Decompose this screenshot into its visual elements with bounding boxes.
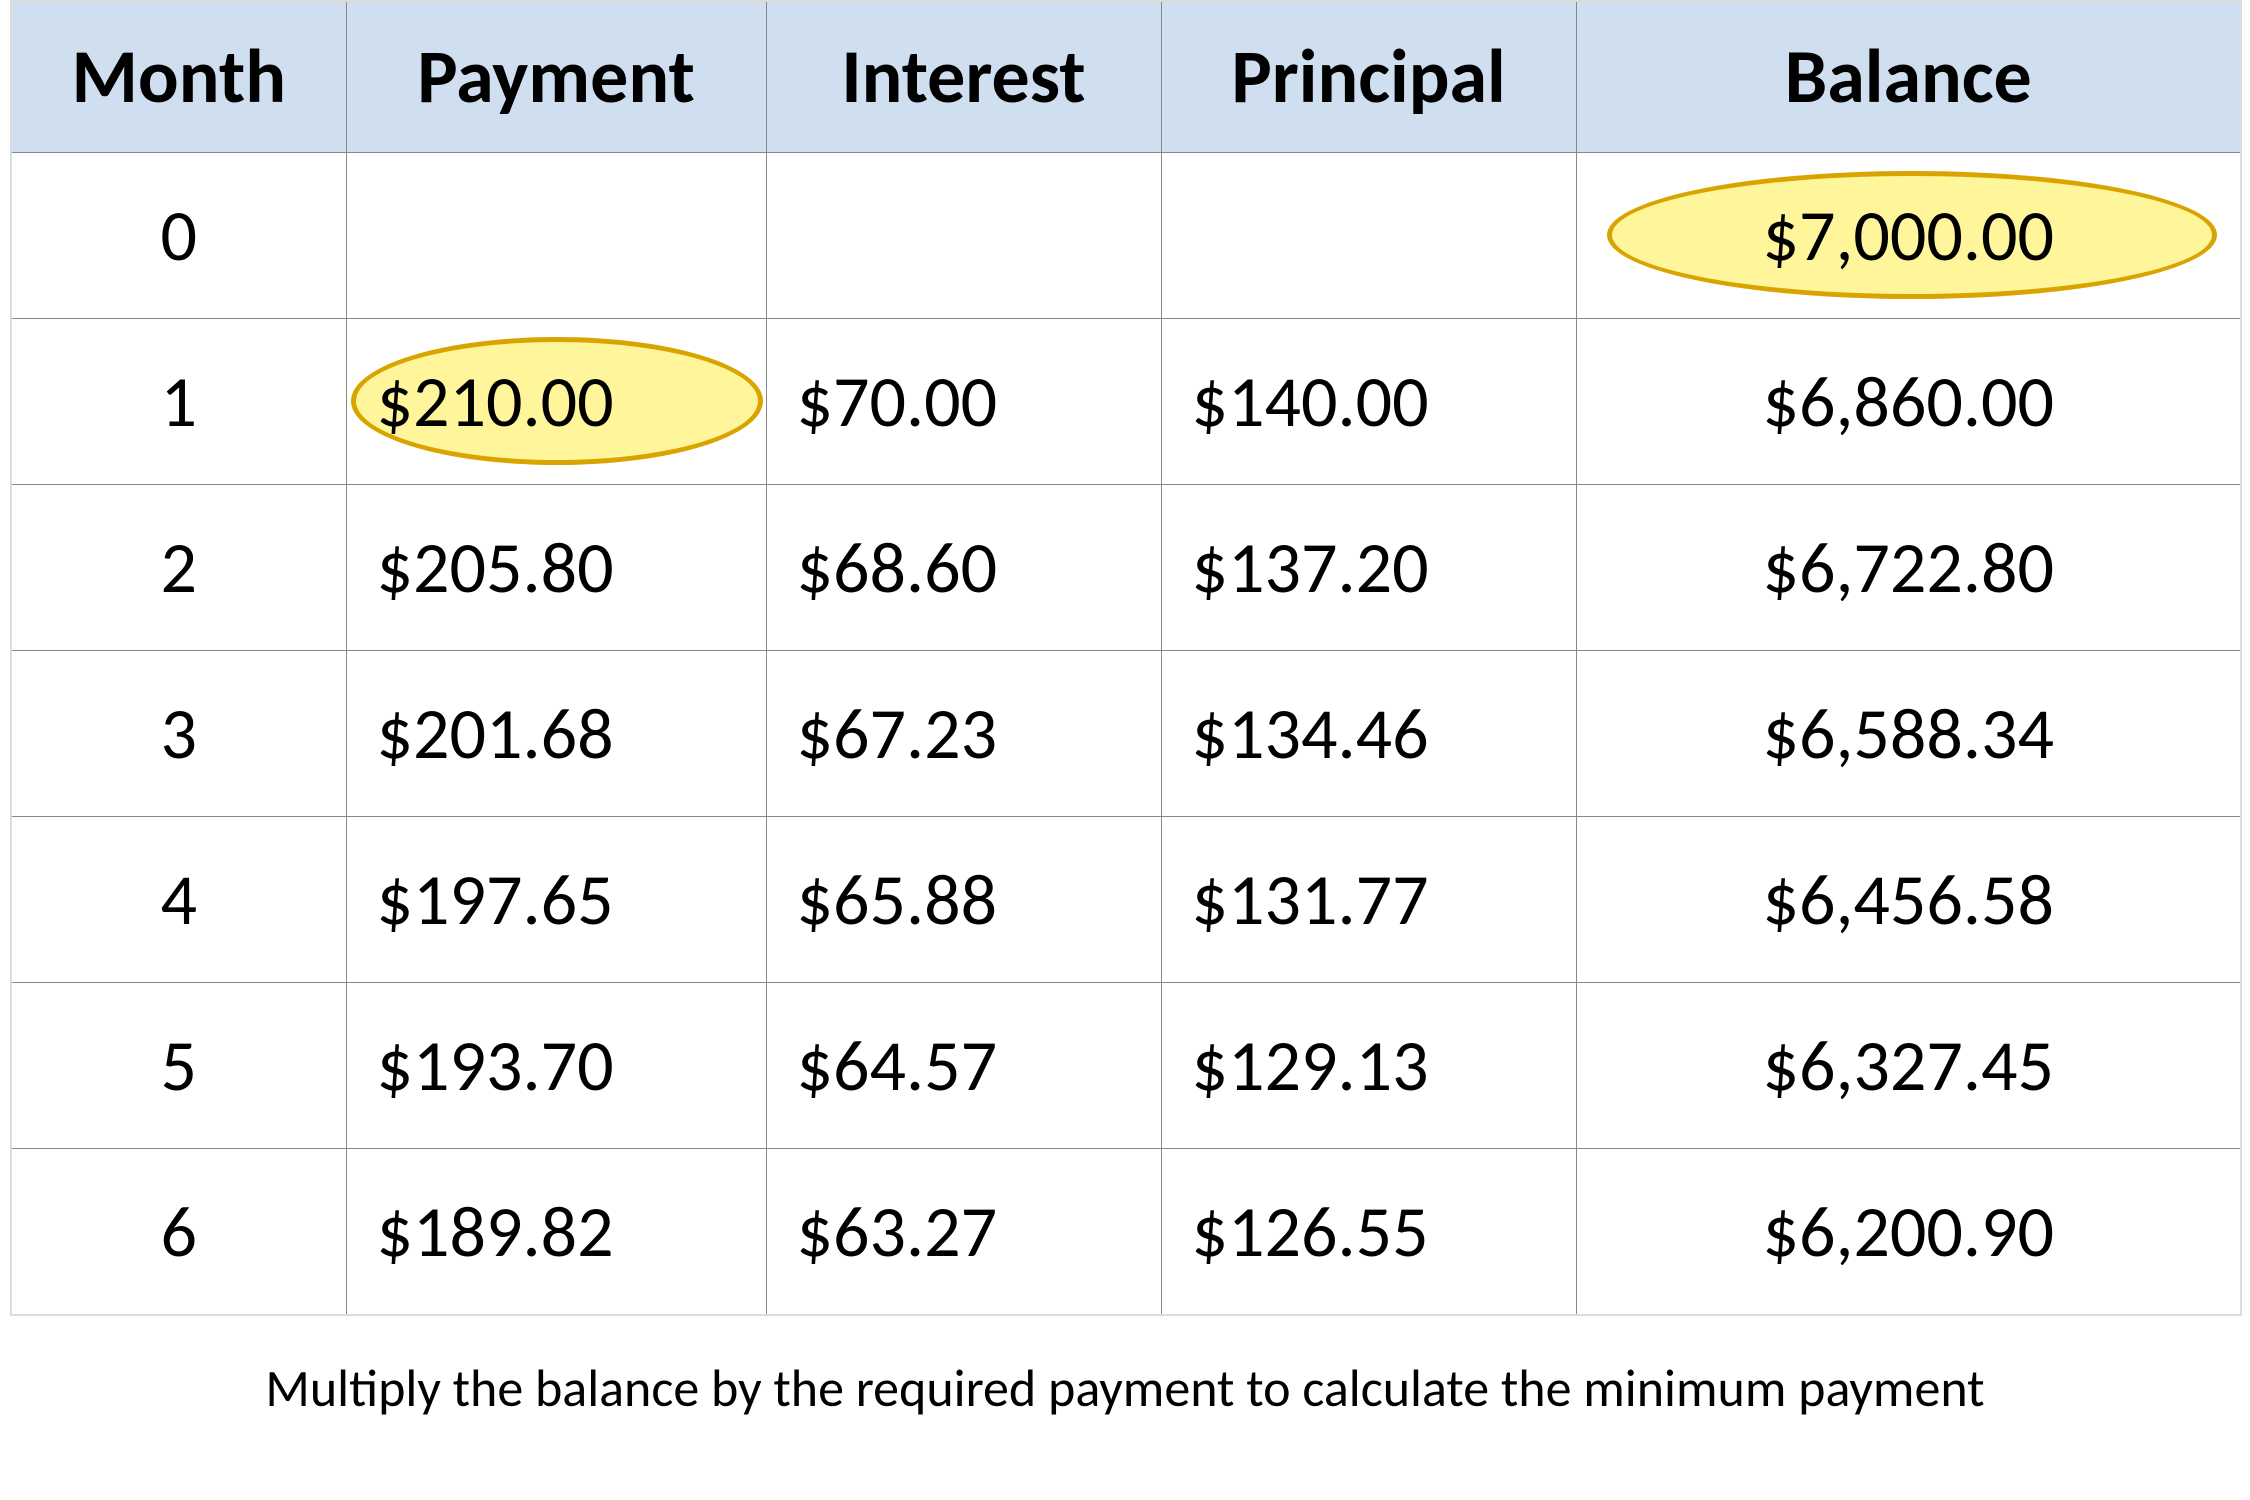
cell-month: 5 [11,983,346,1149]
cell-value: $6,456.58 [1577,864,2241,936]
cell-month: 4 [11,817,346,983]
cell-payment: $197.65 [346,817,766,983]
table-row: 1$210.00$70.00$140.00$6,860.00 [11,319,2241,485]
cell-value: $193.70 [347,1030,766,1102]
cell-principal: $140.00 [1161,319,1576,485]
table-row: 0 $7,000.00 [11,153,2241,319]
cell-payment: $201.68 [346,651,766,817]
cell-value: $68.60 [767,532,1161,604]
col-header-label: Principal [1162,39,1576,115]
cell-value: $67.23 [767,698,1161,770]
cell-value: 6 [12,1196,346,1268]
col-header-label: Balance [1577,39,2241,115]
col-header-label: Interest [767,39,1161,115]
cell-value: $201.68 [347,698,766,770]
cell-interest [766,153,1161,319]
table-header-row: Month Payment Interest Principal Balance [11,1,2241,153]
cell-month: 0 [11,153,346,319]
cell-balance: $6,860.00 [1576,319,2241,485]
col-header-payment: Payment [346,1,766,153]
cell-payment: $189.82 [346,1149,766,1316]
cell-month: 6 [11,1149,346,1316]
cell-payment: $205.80 [346,485,766,651]
table-row: 4$197.65$65.88$131.77$6,456.58 [11,817,2241,983]
table-row: 3$201.68$67.23$134.46$6,588.34 [11,651,2241,817]
cell-value: $64.57 [767,1030,1161,1102]
cell-value: $210.00 [347,366,766,438]
cell-principal: $131.77 [1161,817,1576,983]
cell-value: $63.27 [767,1196,1161,1268]
cell-value: $70.00 [767,366,1161,438]
cell-value: $189.82 [347,1196,766,1268]
cell-value: $205.80 [347,532,766,604]
cell-value: $65.88 [767,864,1161,936]
cell-value: $7,000.00 [1577,200,2241,272]
cell-interest: $64.57 [766,983,1161,1149]
table-row: 5$193.70$64.57$129.13$6,327.45 [11,983,2241,1149]
cell-balance: $6,200.90 [1576,1149,2241,1316]
amortization-table: Month Payment Interest Principal Balance… [10,0,2242,1316]
cell-principal [1161,153,1576,319]
cell-value: $134.46 [1162,698,1576,770]
cell-value: $6,200.90 [1577,1196,2241,1268]
cell-value: $131.77 [1162,864,1576,936]
cell-value: $6,722.80 [1577,532,2241,604]
cell-balance: $6,722.80 [1576,485,2241,651]
cell-payment: $210.00 [346,319,766,485]
col-header-interest: Interest [766,1,1161,153]
cell-value: 0 [12,200,346,272]
cell-principal: $129.13 [1161,983,1576,1149]
cell-balance: $6,327.45 [1576,983,2241,1149]
cell-value: 2 [12,532,346,604]
cell-value: $137.20 [1162,532,1576,604]
cell-interest: $63.27 [766,1149,1161,1316]
col-header-label: Month [12,39,346,115]
cell-value: $126.55 [1162,1196,1576,1268]
table-caption: Multiply the balance by the required pay… [10,1356,2240,1420]
cell-value: 5 [12,1030,346,1102]
col-header-principal: Principal [1161,1,1576,153]
cell-interest: $65.88 [766,817,1161,983]
cell-value: 1 [12,366,346,438]
cell-value: $6,327.45 [1577,1030,2241,1102]
cell-month: 3 [11,651,346,817]
cell-month: 1 [11,319,346,485]
col-header-month: Month [11,1,346,153]
cell-balance: $6,456.58 [1576,817,2241,983]
cell-month: 2 [11,485,346,651]
cell-payment: $193.70 [346,983,766,1149]
cell-interest: $68.60 [766,485,1161,651]
col-header-label: Payment [347,39,766,115]
table-row: 6$189.82$63.27$126.55$6,200.90 [11,1149,2241,1316]
cell-value: $140.00 [1162,366,1576,438]
cell-value: $129.13 [1162,1030,1576,1102]
col-header-balance: Balance [1576,1,2241,153]
cell-payment [346,153,766,319]
cell-value: $197.65 [347,864,766,936]
cell-interest: $67.23 [766,651,1161,817]
cell-balance: $7,000.00 [1576,153,2241,319]
cell-balance: $6,588.34 [1576,651,2241,817]
table-body: 0 $7,000.00 1$210.00$70.00$140.00$6,860.00… [11,153,2241,1316]
cell-value: $6,588.34 [1577,698,2241,770]
cell-principal: $134.46 [1161,651,1576,817]
cell-principal: $137.20 [1161,485,1576,651]
table-row: 2$205.80$68.60$137.20$6,722.80 [11,485,2241,651]
cell-value: 4 [12,864,346,936]
cell-interest: $70.00 [766,319,1161,485]
cell-principal: $126.55 [1161,1149,1576,1316]
cell-value: $6,860.00 [1577,366,2241,438]
cell-value: 3 [12,698,346,770]
